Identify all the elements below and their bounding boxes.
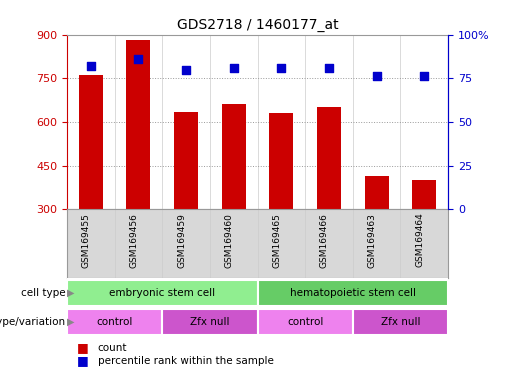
Text: GSM169466: GSM169466	[320, 213, 329, 268]
Bar	[162, 309, 258, 334]
Text: GSM169464: GSM169464	[415, 213, 424, 268]
Bar	[174, 112, 198, 209]
Text: cell type: cell type	[21, 288, 66, 298]
Text: percentile rank within the sample: percentile rank within the sample	[98, 356, 274, 366]
Bar	[222, 104, 246, 209]
Text: GSM169460: GSM169460	[225, 213, 234, 268]
Bar	[353, 309, 448, 334]
Text: ▶: ▶	[66, 288, 74, 298]
Text: control: control	[287, 316, 323, 327]
Text: ■: ■	[77, 341, 89, 354]
Text: count: count	[98, 343, 127, 353]
Text: Zfx null: Zfx null	[381, 316, 420, 327]
Point	[277, 65, 285, 71]
Text: embryonic stem cell: embryonic stem cell	[109, 288, 215, 298]
Text: genotype/variation: genotype/variation	[0, 316, 66, 327]
Text: hematopoietic stem cell: hematopoietic stem cell	[290, 288, 416, 298]
Bar	[79, 75, 102, 209]
Bar	[269, 113, 293, 209]
Text: control: control	[96, 316, 133, 327]
Text: ■: ■	[77, 354, 89, 367]
Title: GDS2718 / 1460177_at: GDS2718 / 1460177_at	[177, 18, 338, 32]
Bar	[67, 309, 162, 334]
Text: GSM169456: GSM169456	[129, 213, 139, 268]
Bar	[127, 40, 150, 209]
Text: Zfx null: Zfx null	[190, 316, 230, 327]
Bar	[258, 309, 353, 334]
Point	[230, 65, 238, 71]
Bar	[258, 280, 448, 306]
Bar	[67, 280, 258, 306]
Point	[325, 65, 333, 71]
Bar	[365, 176, 388, 209]
Text: GSM169455: GSM169455	[82, 213, 91, 268]
Text: ▶: ▶	[66, 316, 74, 327]
Point	[182, 66, 190, 73]
Text: GSM169465: GSM169465	[272, 213, 281, 268]
Point	[87, 63, 95, 69]
Text: GSM169459: GSM169459	[177, 213, 186, 268]
Bar	[317, 108, 341, 209]
Point	[420, 73, 428, 79]
Bar	[413, 180, 436, 209]
Text: GSM169463: GSM169463	[368, 213, 376, 268]
Point	[134, 56, 143, 62]
Point	[372, 73, 381, 79]
